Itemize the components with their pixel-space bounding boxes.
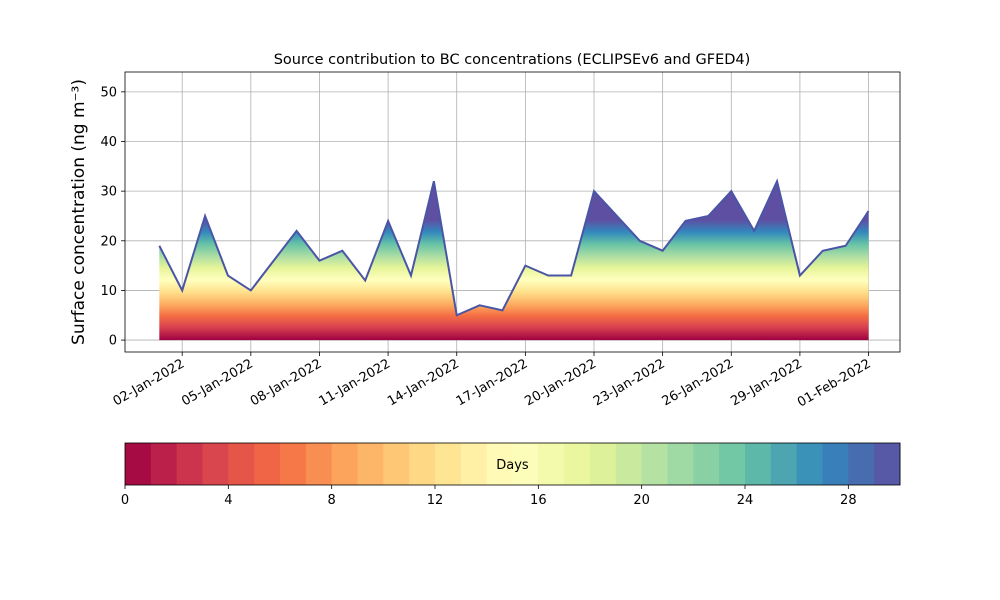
y-tick-label: 30 — [100, 185, 117, 200]
colorbar-bin — [693, 443, 720, 485]
colorbar-tick-label: 20 — [633, 493, 650, 508]
area-outline — [158, 178, 870, 317]
colorbar-bin — [150, 443, 178, 485]
colorbar-bin — [848, 443, 875, 485]
y-tick-label: 50 — [100, 85, 117, 100]
colorbar-bin — [435, 443, 462, 485]
plot-frame — [124, 71, 901, 353]
y-tick-label: 0 — [109, 334, 117, 349]
x-tick-label: 05-Jan-2022 — [179, 356, 256, 409]
colorbar-bin — [254, 443, 281, 485]
colorbar-bin — [176, 443, 203, 485]
colorbar-bin — [641, 443, 668, 485]
y-tick-label: 20 — [100, 234, 117, 249]
x-tick-label: 02-Jan-2022 — [111, 356, 188, 409]
colorbar-bin — [770, 443, 798, 485]
colorbar-bin — [590, 443, 617, 485]
colorbar-label: Days — [496, 458, 529, 473]
colorbar-bin — [486, 443, 513, 485]
colorbar-bin — [874, 443, 901, 485]
colorbar-bin — [383, 443, 410, 485]
colorbar-tick-label: 8 — [328, 493, 336, 508]
y-tick-label: 10 — [100, 284, 117, 299]
colorbar-bin — [280, 443, 307, 485]
colorbar-tick-label: 12 — [427, 493, 444, 508]
colorbar-bin — [745, 443, 772, 485]
colorbar-tick-label: 24 — [737, 493, 754, 508]
chart-title: Source contribution to BC concentrations… — [274, 52, 751, 68]
colorbar-bin — [357, 443, 384, 485]
colorbar-frame — [124, 442, 901, 486]
y-axis-label: Surface concentration (ng m⁻³) — [69, 79, 89, 345]
colorbar-bin — [460, 443, 488, 485]
colorbar-bin — [822, 443, 849, 485]
colorbar-bin — [667, 443, 694, 485]
colorbar-tick-label: 16 — [530, 493, 547, 508]
colorbar-bin — [305, 443, 333, 485]
x-tick-label: 26-Jan-2022 — [660, 356, 737, 409]
x-tick-label: 11-Jan-2022 — [317, 356, 394, 409]
colorbar-bin — [228, 443, 255, 485]
x-tick-label: 01-Feb-2022 — [795, 356, 874, 410]
colorbar-bin — [538, 443, 565, 485]
colorbar-tick-label: 28 — [840, 493, 857, 508]
colorbar-bin — [512, 443, 539, 485]
colorbar-bin — [564, 443, 591, 485]
x-tick-label: 29-Jan-2022 — [728, 356, 805, 409]
area — [159, 181, 869, 341]
colorbar-bin — [125, 443, 152, 485]
colorbar-bin — [331, 443, 358, 485]
y-tick-label: 40 — [100, 135, 117, 150]
colorbar-tick-label: 4 — [224, 493, 232, 508]
colorbar-bin — [796, 443, 823, 485]
x-tick-label: 17-Jan-2022 — [454, 356, 531, 409]
colorbar-bin — [202, 443, 229, 485]
colorbar-bin — [409, 443, 436, 485]
x-tick-label: 20-Jan-2022 — [522, 356, 599, 409]
x-tick-label: 08-Jan-2022 — [248, 356, 325, 409]
x-tick-label: 23-Jan-2022 — [591, 356, 668, 409]
x-tick-label: 14-Jan-2022 — [385, 356, 462, 409]
colorbar-tick-label: 0 — [121, 493, 129, 508]
colorbar-bin — [719, 443, 746, 485]
colorbar-bin — [615, 443, 643, 485]
